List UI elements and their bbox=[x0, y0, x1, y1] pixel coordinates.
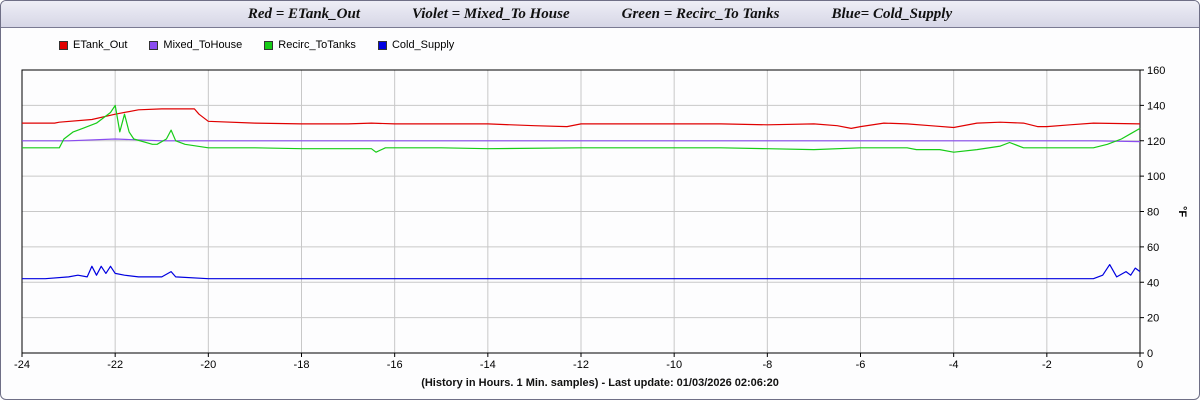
chart-grid bbox=[21, 69, 1141, 354]
series-line-recirc-totanks bbox=[22, 104, 1141, 153]
series-line-cold-supply bbox=[22, 264, 1141, 280]
series-line-etank-out bbox=[22, 108, 1141, 130]
x-tick-label: -14 bbox=[480, 359, 496, 371]
x-tick-label: -18 bbox=[294, 359, 310, 371]
chart-legend: ETank_Out Mixed_ToHouse Recirc_ToTanks C… bbox=[59, 39, 476, 51]
legend-label: Recirc_ToTanks bbox=[278, 39, 356, 51]
legend-item-recirc-to-tanks[interactable]: Recirc_ToTanks bbox=[264, 39, 356, 51]
x-tick-label: -12 bbox=[573, 359, 589, 371]
x-tick-label: -22 bbox=[107, 359, 123, 371]
legend-swatch bbox=[149, 40, 159, 50]
legend-swatch bbox=[377, 40, 387, 50]
y-tick-label: 140 bbox=[1147, 100, 1165, 112]
y-tick-label: 100 bbox=[1147, 171, 1165, 183]
y-tick-label: 160 bbox=[1147, 65, 1165, 77]
legend-label: Mixed_ToHouse bbox=[163, 39, 243, 51]
legend-item-cold-supply[interactable]: Cold_Supply bbox=[377, 39, 455, 51]
y-axis-ticks: 0 20 40 60 80 100 120 140 160 bbox=[1140, 65, 1165, 360]
legend-swatch bbox=[264, 40, 274, 50]
series-lines bbox=[22, 104, 1141, 280]
legend-item-etank-out[interactable]: ETank_Out bbox=[59, 39, 127, 51]
y-tick-label: 0 bbox=[1147, 348, 1153, 360]
y-tick-label: 80 bbox=[1147, 207, 1159, 219]
y-tick-label: 120 bbox=[1147, 136, 1165, 148]
header-segment-violet: Violet = Mixed_To House bbox=[412, 5, 570, 22]
legend-label: ETank_Out bbox=[73, 39, 128, 51]
legend-swatch bbox=[59, 40, 68, 50]
x-tick-label: 0 bbox=[1137, 359, 1143, 371]
chart-header: Red = ETank_Out Violet = Mixed_To House … bbox=[1, 1, 1199, 28]
x-tick-label: -10 bbox=[666, 359, 682, 371]
chart-footer: (History in Hours. 1 Min. samples) - Las… bbox=[421, 377, 779, 389]
x-axis-ticks: -24 -22 -20 -18 -16 -14 -12 -10 -8 -6 -4 -2 0 bbox=[14, 353, 1143, 371]
legend-item-mixed-to-house[interactable]: Mixed_ToHouse bbox=[149, 39, 242, 51]
x-tick-label: -20 bbox=[200, 359, 216, 371]
x-tick-label: -24 bbox=[14, 359, 30, 371]
y-tick-label: 60 bbox=[1147, 242, 1159, 254]
y-tick-label: 20 bbox=[1147, 313, 1159, 325]
header-segment-red: Red = ETank_Out bbox=[247, 5, 361, 22]
x-tick-label: -2 bbox=[1042, 359, 1052, 371]
x-tick-label: -6 bbox=[856, 359, 866, 371]
x-tick-label: -4 bbox=[949, 359, 959, 371]
x-tick-label: -8 bbox=[762, 359, 772, 371]
x-tick-label: -16 bbox=[387, 359, 403, 371]
y-axis-label: °F bbox=[1176, 206, 1188, 217]
header-segment-green: Green = Recirc_To Tanks bbox=[621, 5, 780, 22]
y-tick-label: 40 bbox=[1147, 277, 1159, 289]
header-segment-blue: Blue= Cold_Supply bbox=[831, 5, 953, 22]
legend-label: Cold_Supply bbox=[391, 39, 455, 51]
